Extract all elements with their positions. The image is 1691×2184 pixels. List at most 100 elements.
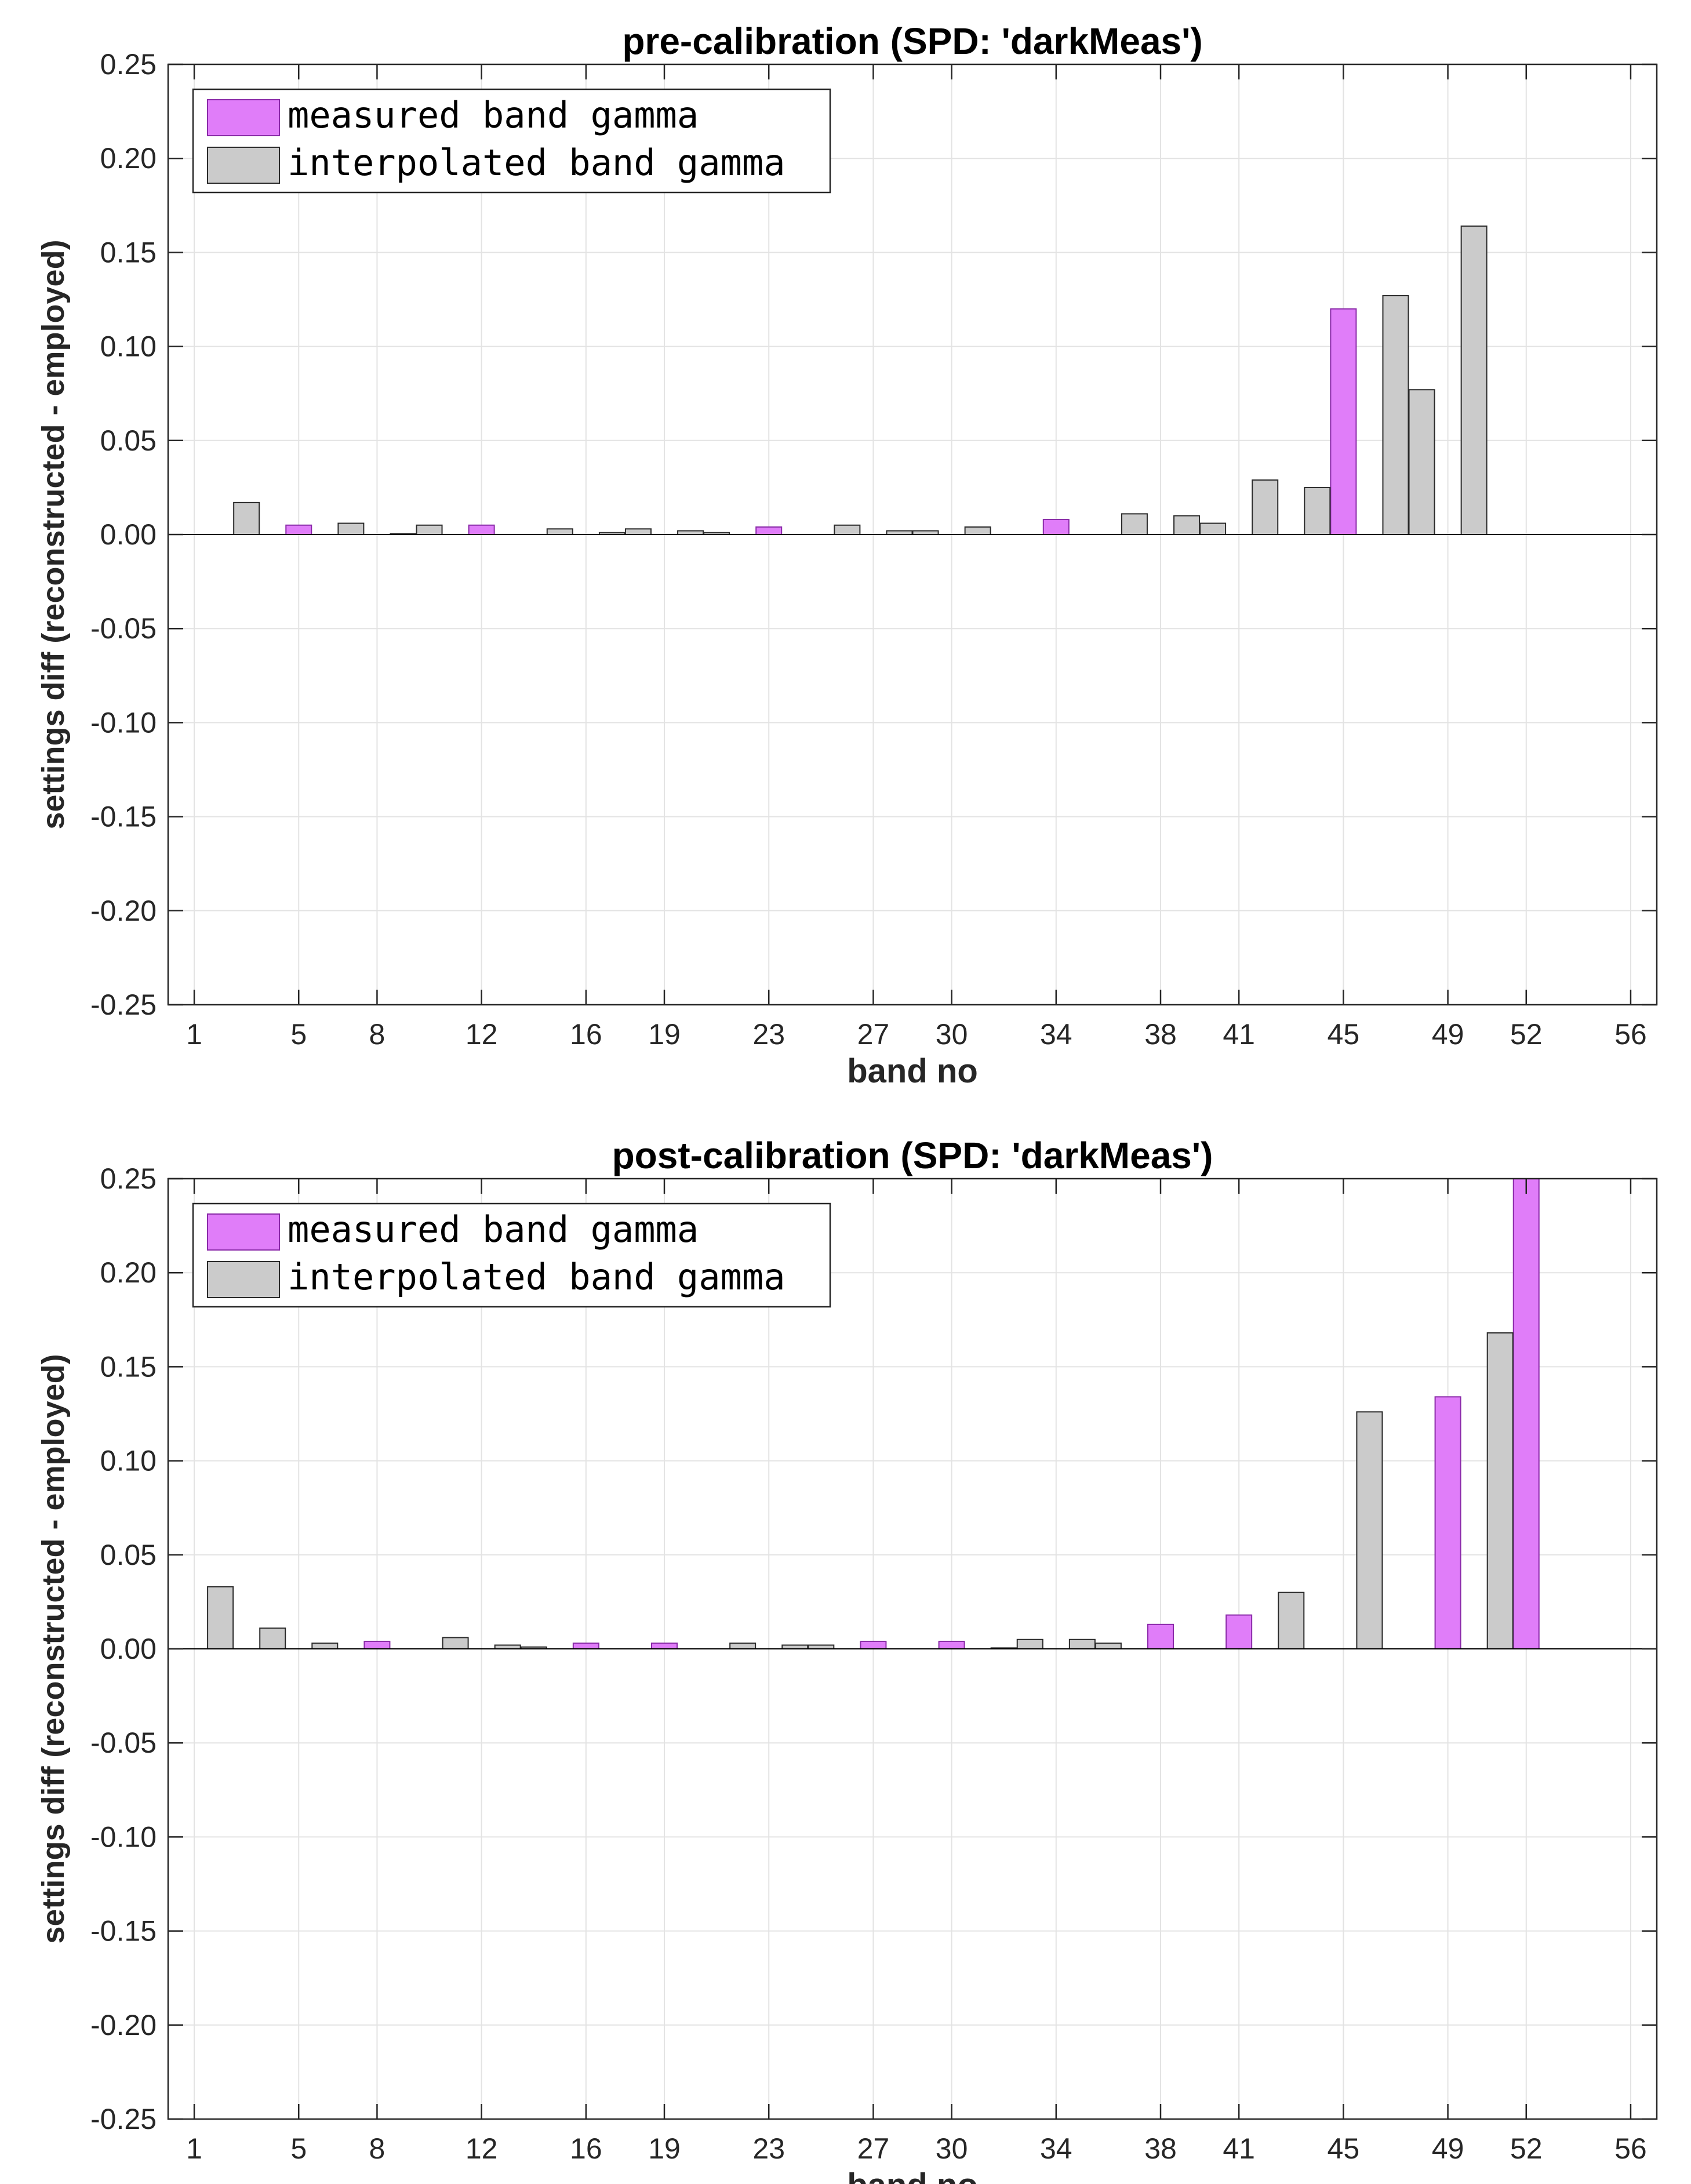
x-tick-label: 16 — [570, 2132, 602, 2165]
x-tick-label: 52 — [1510, 1018, 1543, 1051]
y-tick-label: 0.20 — [100, 142, 157, 175]
x-tick-label: 38 — [1144, 2132, 1177, 2165]
x-axis-label: band no — [847, 1052, 978, 1090]
y-tick-label: 0.10 — [100, 1445, 157, 1477]
legend-label: measured band gamma — [288, 94, 699, 136]
y-tick-label: -0.20 — [90, 2009, 157, 2041]
y-tick-label: 0.05 — [100, 424, 157, 457]
legend-swatch-measured — [207, 99, 280, 136]
bar-interpolated — [207, 1586, 234, 1649]
bar-interpolated — [1199, 522, 1227, 536]
chart-2: 1 5 8 12 16 19 23 27 30 34 38 41 45 49 52 56 -0.25 -0.20 -… — [36, 1135, 1658, 2184]
x-tick-label: 12 — [466, 2132, 498, 2165]
x-tick-label: 12 — [466, 1018, 498, 1051]
bar-measured — [1225, 1614, 1253, 1649]
bar-interpolated — [337, 522, 365, 536]
x-tick-label: 34 — [1040, 2132, 1072, 2165]
series-interpolated — [233, 225, 1488, 536]
bar-measured — [651, 1642, 678, 1650]
bar-interpolated — [546, 528, 573, 536]
x-tick-label: 19 — [648, 2132, 681, 2165]
bar-measured — [363, 1641, 391, 1649]
bar-measured — [285, 524, 312, 536]
bar-interpolated — [1121, 513, 1148, 535]
y-tick-label: -0.25 — [90, 989, 157, 1021]
x-tick-label: 49 — [1432, 2132, 1464, 2165]
bar-measured — [755, 526, 783, 535]
y-tick-label: 0.15 — [100, 1350, 157, 1383]
bar-measured — [572, 1642, 599, 1650]
chart-1: 1 5 8 12 16 19 23 27 30 34 38 41 45 49 52 56 -0.25 -0.20 -… — [36, 20, 1658, 1090]
bar-interpolated — [416, 524, 443, 536]
y-tick-label: -0.10 — [90, 706, 157, 739]
series-measured — [285, 308, 1357, 536]
x-tick-label: 1 — [186, 1018, 202, 1051]
y-tick-label: 0.25 — [100, 1162, 157, 1195]
x-tick-label: 5 — [290, 2132, 307, 2165]
bar-interpolated — [1408, 389, 1435, 535]
bar-interpolated — [834, 524, 861, 536]
legend-label: interpolated band gamma — [288, 1256, 786, 1298]
bar-interpolated — [729, 1642, 757, 1650]
y-tick-label: 0.10 — [100, 330, 157, 363]
y-tick-label: -0.05 — [90, 612, 157, 645]
y-axis-label: settings diff (reconstructed - employed) — [36, 1354, 71, 1943]
series-measured — [363, 1178, 1540, 1650]
bar-interpolated — [1094, 1642, 1122, 1650]
bar-interpolated — [1278, 1591, 1305, 1649]
legend-box — [192, 88, 831, 194]
x-tick-label: 19 — [648, 1018, 681, 1051]
y-tick-label: -0.10 — [90, 1820, 157, 1853]
bar-interpolated — [1068, 1638, 1096, 1650]
x-tick-label: 27 — [857, 2132, 890, 2165]
legend-swatch-measured — [207, 1213, 280, 1251]
y-tick-label: 0.00 — [100, 518, 157, 551]
ticks: 1 5 8 12 16 19 23 27 30 34 38 41 45 49 52 56 -0.25 -0.20 -… — [90, 1162, 1657, 2165]
bar-interpolated — [1486, 1332, 1514, 1650]
x-tick-label: 30 — [936, 1018, 968, 1051]
bar-interpolated — [233, 502, 260, 535]
x-tick-label: 5 — [290, 1018, 307, 1051]
bar-interpolated — [1304, 486, 1331, 536]
bar-measured — [860, 1641, 887, 1649]
bar-interpolated — [624, 528, 652, 536]
y-tick-label: -0.15 — [90, 801, 157, 833]
x-tick-label: 16 — [570, 1018, 602, 1051]
bar-interpolated — [1356, 1411, 1383, 1650]
x-tick-label: 49 — [1432, 1018, 1464, 1051]
bar-measured — [1512, 1178, 1540, 1649]
bar-measured — [1147, 1623, 1174, 1649]
chart-title: post-calibration (SPD: 'darkMeas') — [612, 1135, 1213, 1176]
bar-interpolated — [1460, 225, 1488, 535]
x-tick-label: 41 — [1223, 2132, 1255, 2165]
x-tick-label: 45 — [1328, 2132, 1360, 2165]
bar-interpolated — [311, 1642, 339, 1650]
y-tick-label: 0.25 — [100, 48, 157, 81]
legend-swatch-interpolated — [207, 147, 280, 184]
y-tick-label: 0.15 — [100, 236, 157, 268]
bar-interpolated — [442, 1637, 469, 1649]
x-tick-label: 38 — [1144, 1018, 1177, 1051]
legend-box — [192, 1202, 831, 1308]
legend: measured band gamma interpolated band gam… — [192, 1202, 831, 1308]
x-axis-label: band no — [847, 2167, 978, 2184]
bar-interpolated — [964, 526, 991, 535]
bar-interpolated — [1382, 295, 1409, 535]
ticks: 1 5 8 12 16 19 23 27 30 34 38 41 45 49 52 56 -0.25 -0.20 -… — [90, 48, 1657, 1051]
y-tick-label: -0.20 — [90, 895, 157, 927]
x-tick-label: 27 — [857, 1018, 890, 1051]
legend-label: measured band gamma — [288, 1208, 699, 1251]
x-tick-label: 45 — [1328, 1018, 1360, 1051]
series-interpolated — [207, 1332, 1514, 1650]
y-tick-label: -0.05 — [90, 1727, 157, 1759]
legend-label: interpolated band gamma — [288, 141, 786, 184]
bar-interpolated — [259, 1627, 286, 1649]
bar-measured — [938, 1641, 965, 1649]
bar-measured — [468, 524, 495, 536]
bar-measured — [1434, 1396, 1461, 1649]
x-tick-label: 8 — [369, 1018, 386, 1051]
x-tick-label: 23 — [752, 1018, 785, 1051]
bar-interpolated — [1016, 1638, 1043, 1650]
x-tick-label: 56 — [1614, 2132, 1647, 2165]
